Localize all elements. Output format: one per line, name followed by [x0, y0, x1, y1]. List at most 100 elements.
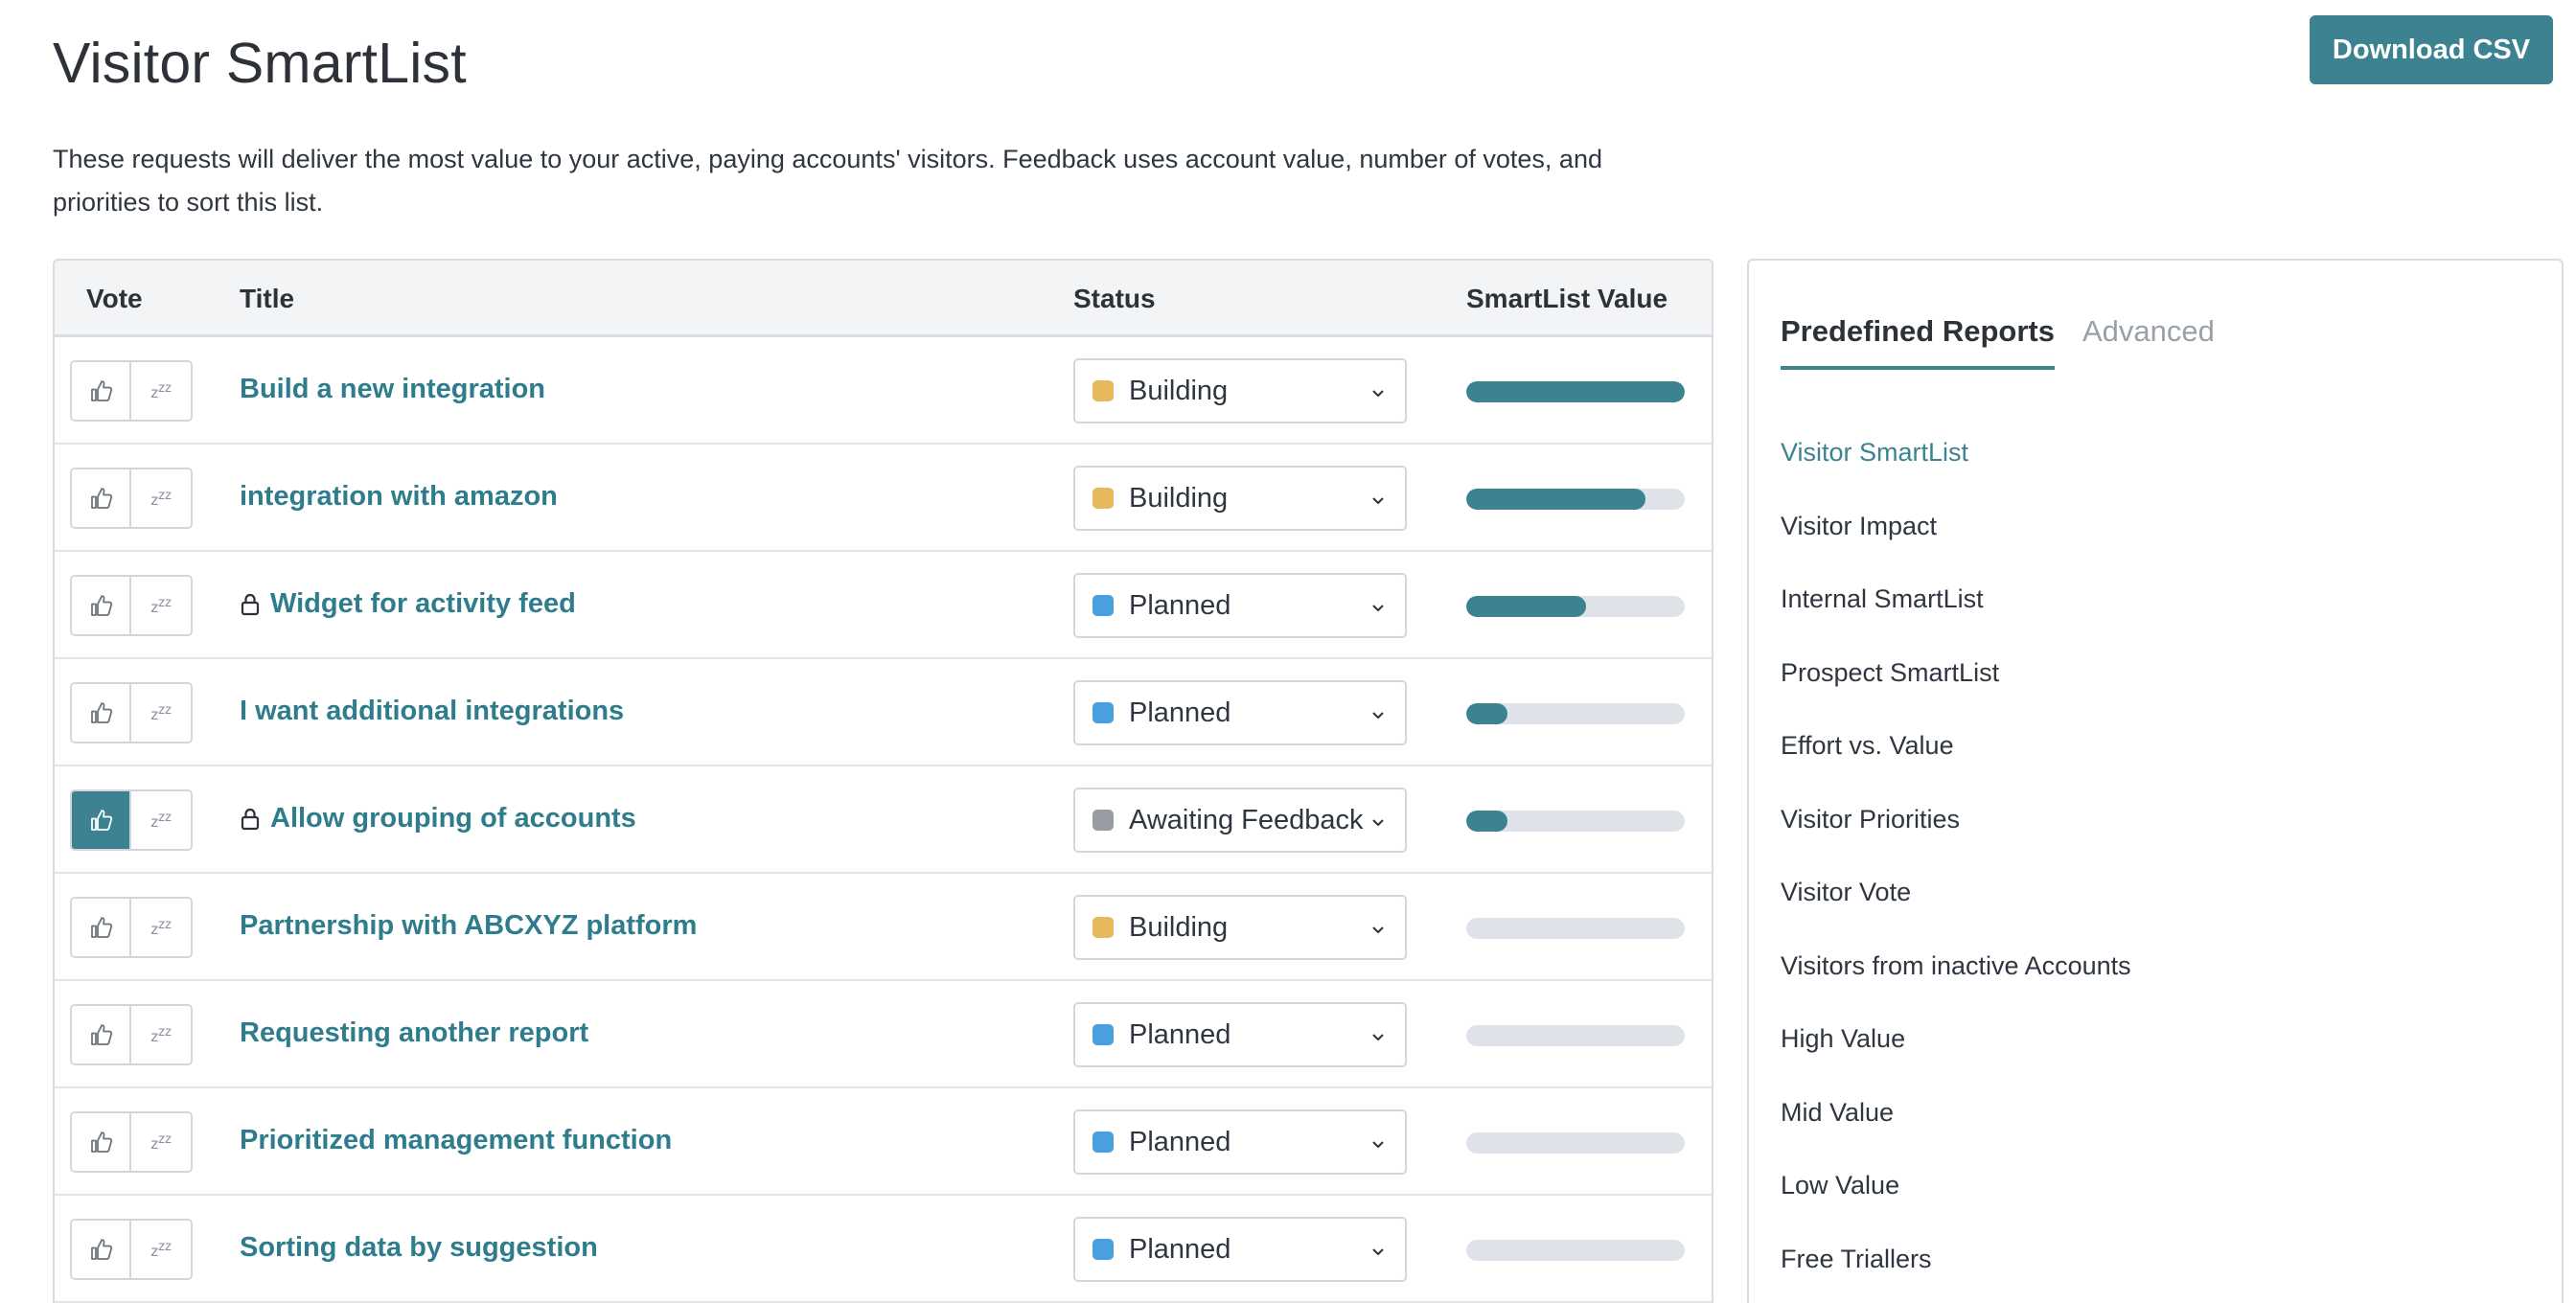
- request-title-text: Requesting another report: [240, 1017, 589, 1048]
- status-color-swatch: [1092, 488, 1114, 509]
- report-link[interactable]: Effort vs. Value: [1781, 731, 1954, 760]
- snooze-button[interactable]: zzz: [131, 899, 191, 956]
- snooze-icon: zzz: [150, 1239, 172, 1260]
- request-title-text: Sorting data by suggestion: [240, 1232, 598, 1263]
- tab-predefined-reports[interactable]: Predefined Reports: [1781, 314, 2055, 370]
- lock-icon: [241, 808, 260, 830]
- table-row: zzz Requesting another report Planned: [55, 981, 1712, 1088]
- table-row: zzz Prioritized management function Plan…: [55, 1088, 1712, 1196]
- status-dropdown[interactable]: Building: [1073, 466, 1407, 531]
- status-label: Awaiting Feedback: [1129, 804, 1364, 835]
- header-title: Title: [240, 284, 295, 313]
- status-color-swatch: [1092, 1132, 1114, 1153]
- report-link[interactable]: Free Triallers: [1781, 1244, 1932, 1273]
- report-link[interactable]: Visitor Impact: [1781, 511, 1938, 540]
- vote-group: zzz: [70, 575, 193, 636]
- status-color-swatch: [1092, 702, 1114, 723]
- request-title-text: Widget for activity feed: [270, 588, 576, 619]
- smartlist-value-bar: [1466, 1025, 1685, 1046]
- report-link[interactable]: Low Value: [1781, 1171, 1900, 1200]
- snooze-button[interactable]: zzz: [131, 1006, 191, 1063]
- thumbs-up-icon: [91, 1132, 113, 1153]
- request-title-link[interactable]: I want additional integrations: [240, 696, 624, 727]
- request-title-link[interactable]: Prioritized management function: [240, 1125, 672, 1156]
- status-dropdown[interactable]: Planned: [1073, 1217, 1407, 1282]
- thumbs-up-icon: [91, 1239, 113, 1260]
- request-title-link[interactable]: Build a new integration: [240, 374, 545, 405]
- snooze-button[interactable]: zzz: [131, 362, 191, 420]
- snooze-icon: zzz: [150, 488, 172, 509]
- smartlist-value-fill: [1466, 596, 1587, 617]
- status-label: Planned: [1129, 589, 1231, 621]
- status-color-swatch: [1092, 810, 1114, 831]
- upvote-button[interactable]: [72, 1113, 131, 1171]
- upvote-button[interactable]: [72, 577, 131, 634]
- request-title-text: Partnership with ABCXYZ platform: [240, 910, 698, 941]
- chevron-down-icon: [1372, 926, 1384, 934]
- smartlist-value-fill: [1466, 381, 1685, 402]
- tab-advanced[interactable]: Advanced: [2082, 314, 2215, 348]
- status-label: Building: [1129, 911, 1229, 943]
- status-color-swatch: [1092, 595, 1114, 616]
- request-title-link[interactable]: Partnership with ABCXYZ platform: [240, 910, 697, 942]
- upvote-button[interactable]: [72, 684, 131, 742]
- report-link[interactable]: Mid Value: [1781, 1097, 1895, 1127]
- status-dropdown[interactable]: Planned: [1073, 1002, 1407, 1067]
- chevron-down-icon: [1372, 605, 1384, 612]
- vote-group: zzz: [70, 468, 193, 529]
- status-dropdown[interactable]: Planned: [1073, 1109, 1407, 1175]
- table-row: zzz Widget for activity feed Planned: [55, 552, 1712, 659]
- request-title-link[interactable]: Widget for activity feed: [240, 588, 576, 620]
- status-color-swatch: [1092, 917, 1114, 938]
- request-title-text: I want additional integrations: [240, 696, 625, 726]
- report-link[interactable]: Visitor Vote: [1781, 878, 1912, 906]
- request-title-link[interactable]: Sorting data by suggestion: [240, 1232, 598, 1264]
- status-dropdown[interactable]: Building: [1073, 358, 1407, 423]
- snooze-button[interactable]: zzz: [131, 1221, 191, 1278]
- report-link[interactable]: Prospect SmartList: [1781, 657, 2000, 687]
- report-link[interactable]: Internal SmartList: [1781, 584, 1984, 613]
- smartlist-value-bar: [1466, 1240, 1685, 1261]
- status-dropdown[interactable]: Building: [1073, 895, 1407, 960]
- report-link[interactable]: Visitors from inactive Accounts: [1781, 950, 2131, 980]
- status-dropdown[interactable]: Planned: [1073, 573, 1407, 638]
- status-label: Building: [1129, 375, 1229, 406]
- snooze-icon: zzz: [150, 702, 172, 723]
- thumbs-up-icon: [91, 380, 113, 401]
- upvote-button[interactable]: [72, 362, 131, 420]
- vote-group: zzz: [70, 1111, 193, 1173]
- page-description: These requests will deliver the most val…: [53, 145, 1602, 217]
- table-row: zzz Allow grouping of accounts Awaiting …: [55, 766, 1712, 874]
- table-row: zzz integration with amazon Building: [55, 445, 1712, 552]
- upvote-button[interactable]: [72, 899, 131, 956]
- upvote-button[interactable]: [72, 469, 131, 527]
- snooze-button[interactable]: zzz: [131, 577, 191, 634]
- request-title-link[interactable]: Allow grouping of accounts: [240, 803, 636, 834]
- download-csv-button[interactable]: Download CSV: [2310, 15, 2553, 84]
- smartlist-value-fill: [1466, 811, 1508, 832]
- upvote-button[interactable]: [72, 1006, 131, 1063]
- report-link[interactable]: Visitor Priorities: [1781, 804, 1961, 834]
- snooze-button[interactable]: zzz: [131, 684, 191, 742]
- snooze-button[interactable]: zzz: [131, 469, 191, 527]
- status-dropdown[interactable]: Planned: [1073, 680, 1407, 745]
- chevron-down-icon: [1372, 1034, 1384, 1041]
- chevron-down-icon: [1372, 1141, 1384, 1149]
- status-dropdown[interactable]: Awaiting Feedback: [1073, 788, 1407, 853]
- snooze-button[interactable]: zzz: [131, 1113, 191, 1171]
- status-color-swatch: [1092, 1239, 1114, 1260]
- smartlist-value-fill: [1466, 489, 1645, 510]
- report-link[interactable]: Visitor SmartList: [1781, 438, 1969, 467]
- upvote-button[interactable]: [72, 791, 131, 849]
- report-link[interactable]: High Value: [1781, 1024, 1906, 1053]
- snooze-button[interactable]: zzz: [131, 791, 191, 849]
- table-row: zzz I want additional integrations Plann…: [55, 659, 1712, 766]
- status-color-swatch: [1092, 380, 1114, 401]
- reports-sidebar: Predefined Reports Advanced Visitor Smar…: [1747, 259, 2564, 1303]
- request-title-link[interactable]: Requesting another report: [240, 1017, 588, 1049]
- request-title-link[interactable]: integration with amazon: [240, 481, 558, 513]
- chevron-down-icon: [1372, 497, 1384, 505]
- upvote-button[interactable]: [72, 1221, 131, 1278]
- thumbs-up-icon: [91, 488, 113, 509]
- smartlist-value-bar: [1466, 489, 1685, 510]
